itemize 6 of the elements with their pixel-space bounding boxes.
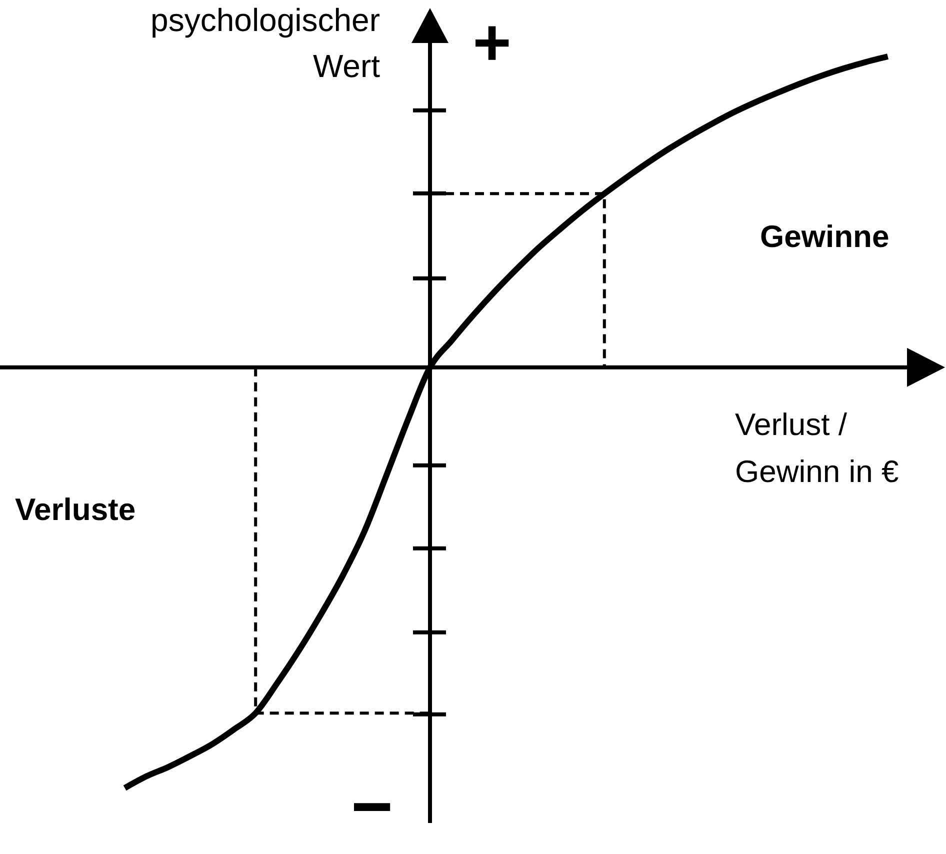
y-axis-title: psychologischer Wert xyxy=(150,2,380,84)
annotation: + xyxy=(472,5,512,79)
annotation: Gewinne xyxy=(760,219,890,254)
annotation: − xyxy=(350,767,394,847)
x-axis-title: Verlust / Gewinn in € xyxy=(735,407,899,489)
annotation: Verluste xyxy=(15,492,136,527)
